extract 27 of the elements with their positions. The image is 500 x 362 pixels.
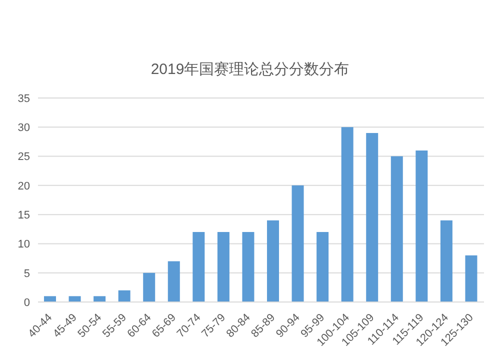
bar: [168, 261, 180, 302]
bar: [68, 296, 81, 302]
bar: [366, 132, 378, 302]
bar: [94, 296, 106, 302]
bar: [192, 232, 205, 302]
bar: [44, 296, 56, 302]
y-tick-label: 15: [18, 209, 30, 222]
bar: [292, 185, 304, 302]
y-tick-label: 10: [18, 238, 30, 251]
bar: [267, 220, 279, 302]
y-tick-label: 35: [18, 92, 30, 105]
y-tick-label: 0: [24, 296, 30, 309]
bar: [242, 232, 254, 302]
bar: [143, 272, 156, 302]
bar: [341, 127, 354, 302]
bar: [390, 156, 403, 302]
y-tick-label: 30: [18, 122, 30, 134]
y-tick-label: 25: [18, 151, 30, 164]
bar: [440, 220, 452, 302]
y-tick-label: 20: [18, 180, 30, 192]
bar: [316, 232, 329, 302]
bar: [416, 150, 428, 302]
bar: [465, 255, 478, 302]
chart-title: 2019年国赛理论总分分数分布: [150, 60, 350, 80]
bar: [118, 290, 130, 302]
y-tick-label: 5: [24, 268, 30, 280]
bar: [217, 232, 230, 302]
